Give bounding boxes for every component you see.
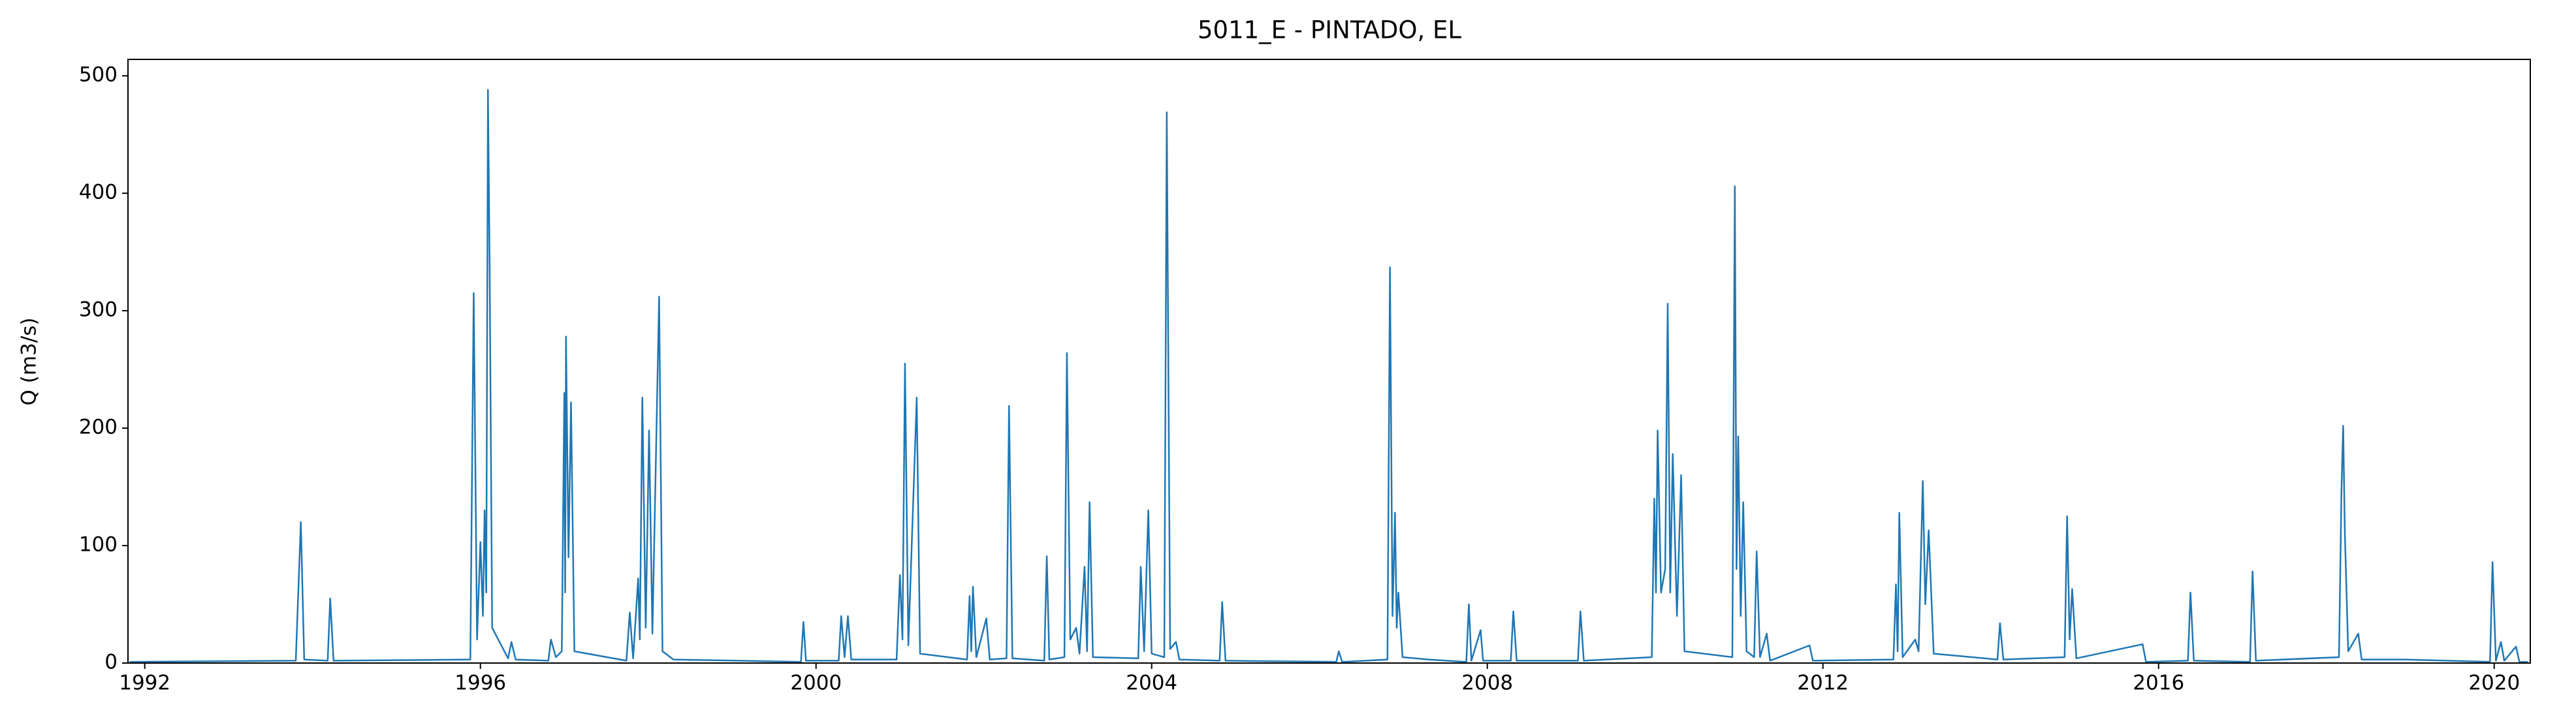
plot-frame <box>127 59 2531 664</box>
y-tick-label: 500 <box>79 63 118 87</box>
x-tick-label: 1996 <box>454 672 506 695</box>
y-tick-label: 100 <box>79 533 118 557</box>
x-tick-label: 2020 <box>2468 672 2520 695</box>
y-tick-label: 300 <box>79 298 118 322</box>
y-axis-label: Q (m3/s) <box>18 318 41 406</box>
x-tick-label: 2000 <box>790 672 842 695</box>
x-tick-label: 1992 <box>119 672 170 695</box>
x-tick-label: 2016 <box>2133 672 2184 695</box>
chart-title: 5011_E - PINTADO, EL <box>1198 16 1461 44</box>
y-tick-label: 400 <box>79 181 118 204</box>
data-line <box>129 89 2528 663</box>
x-tick-label: 2004 <box>1126 672 1177 695</box>
y-tick-label: 0 <box>104 651 118 674</box>
x-tick-label: 2008 <box>1461 672 1513 695</box>
y-tick-label: 200 <box>79 416 118 439</box>
x-tick-label: 2012 <box>1797 672 1849 695</box>
